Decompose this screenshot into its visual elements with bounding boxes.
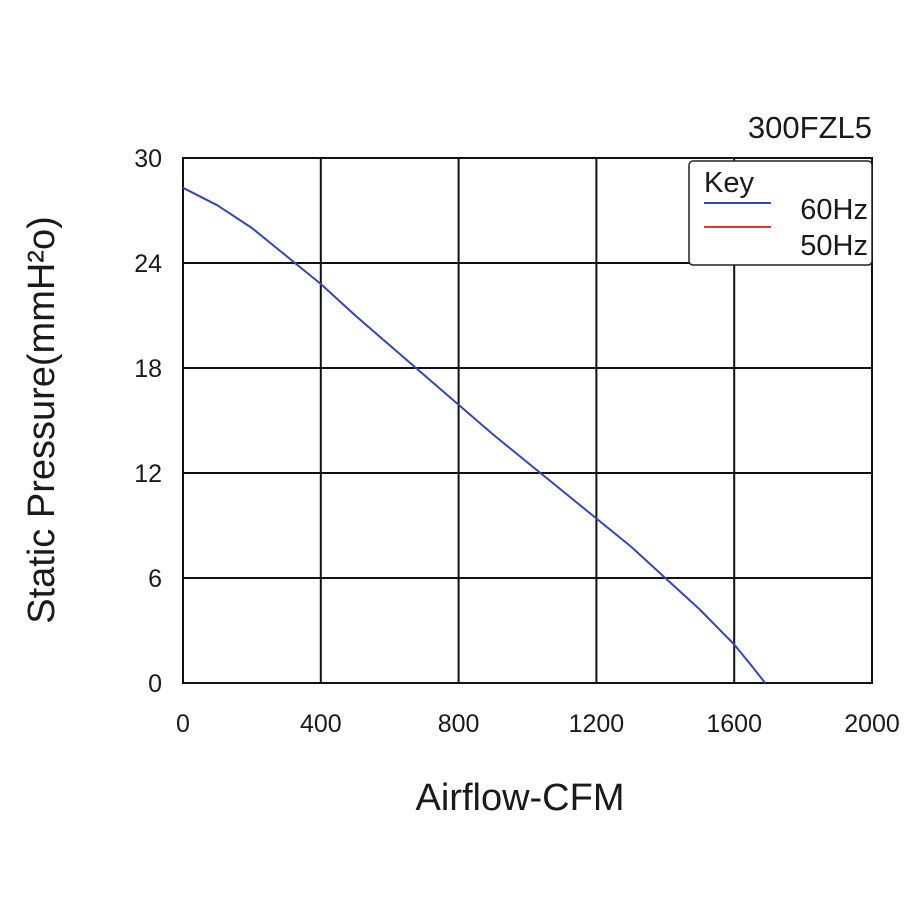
x-tick-label-2: 800 [438, 710, 480, 738]
y-tick-label-1: 6 [148, 565, 162, 593]
x-tick-label-5: 2000 [844, 710, 900, 738]
y-tick-label-3: 18 [134, 355, 162, 383]
y-tick-label-5: 30 [134, 145, 162, 173]
plot-area-frame [182, 157, 873, 684]
series-lines [182, 186, 766, 684]
legend-label-50hz: 50Hz [800, 230, 868, 262]
x-tick-labels: 0 400 800 1200 1600 2000 [176, 710, 900, 738]
legend-title: Key [704, 167, 754, 199]
legend-box [688, 160, 873, 266]
y-axis-title: Static Pressure(mmH²o) [21, 216, 63, 624]
x-tick-label-3: 1200 [569, 710, 625, 738]
legend-label-60hz: 60Hz [800, 194, 868, 226]
plot-border [182, 157, 873, 684]
x-tick-label-1: 400 [300, 710, 342, 738]
chart-title: 300FZL5 [748, 110, 872, 145]
legend: Key 60Hz 50Hz [688, 160, 873, 266]
x-tick-label-0: 0 [176, 710, 190, 738]
y-tick-label-0: 0 [148, 670, 162, 698]
y-tick-label-2: 12 [134, 460, 162, 488]
series-line-60hz [182, 186, 766, 684]
y-tick-label-4: 24 [134, 250, 162, 278]
y-tick-labels: 0 6 12 18 24 30 [134, 145, 162, 698]
x-axis-title: Airflow-CFM [416, 777, 625, 819]
x-tick-label-4: 1600 [706, 710, 762, 738]
